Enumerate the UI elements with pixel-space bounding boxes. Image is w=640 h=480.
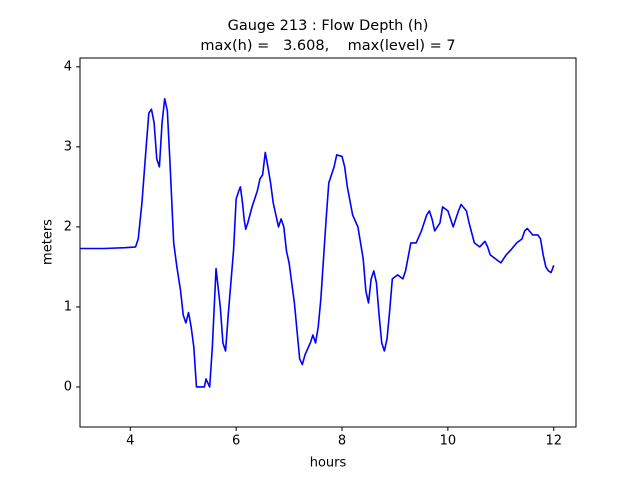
x-tick-label: 12 [545, 434, 562, 449]
chart-subtitle: max(h) = 3.608, max(level) = 7 [200, 38, 455, 54]
y-tick-label: 1 [64, 299, 72, 314]
x-tick-label: 4 [126, 434, 134, 449]
x-tick-label: 8 [338, 434, 346, 449]
line-series [80, 98, 555, 388]
y-tick-label: 3 [64, 139, 72, 154]
y-tick-label: 2 [64, 219, 72, 234]
plot-frame [79, 57, 577, 428]
x-tick-label: 10 [440, 434, 457, 449]
y-axis-label: meters [41, 219, 56, 265]
chart-title: Gauge 213 : Flow Depth (h) [228, 18, 429, 34]
y-tick-label: 0 [64, 379, 72, 394]
x-axis-label: hours [310, 456, 347, 471]
y-tick-label: 4 [64, 59, 72, 74]
x-tick-label: 6 [232, 434, 240, 449]
